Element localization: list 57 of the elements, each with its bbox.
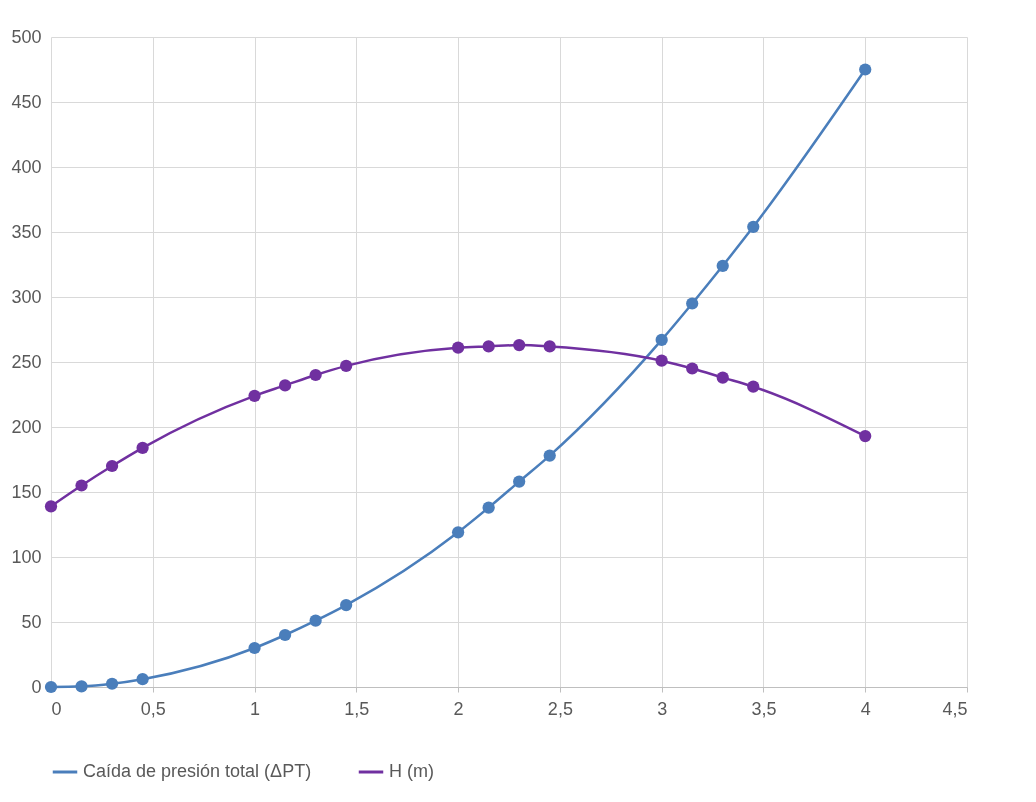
point — [75, 479, 88, 492]
y-tick-label: 300 — [11, 286, 42, 307]
point — [278, 628, 292, 642]
x-tick-label: 1,5 — [344, 698, 370, 719]
point — [136, 441, 149, 454]
point — [340, 598, 353, 612]
y-tick-label: 100 — [11, 546, 42, 567]
y-tick-label: 400 — [11, 156, 42, 177]
point — [482, 340, 495, 353]
point — [686, 362, 699, 375]
point — [859, 429, 872, 443]
point — [716, 259, 729, 272]
point — [513, 338, 526, 352]
point — [451, 341, 465, 354]
point — [248, 641, 261, 655]
point — [747, 220, 760, 233]
point — [309, 368, 322, 382]
y-tick-label: 500 — [11, 26, 42, 47]
point — [859, 63, 872, 76]
legend-label: Caída de presión total (ΔPT) — [83, 761, 312, 781]
point — [136, 673, 149, 686]
point — [747, 380, 760, 393]
point — [44, 680, 58, 694]
x-tick-label: 1 — [250, 698, 261, 719]
point — [716, 371, 729, 384]
x-tick-label: 0 — [51, 698, 62, 719]
legend-label: H (m) — [389, 761, 434, 781]
point — [543, 449, 556, 462]
x-tick-label: 2 — [453, 698, 464, 719]
x-tick-label: 4,5 — [942, 698, 968, 719]
x-tick-label: 2,5 — [547, 698, 573, 719]
point — [686, 297, 699, 310]
point — [278, 379, 292, 392]
y-tick-label: 0 — [31, 676, 42, 697]
point — [340, 359, 353, 373]
point — [655, 354, 668, 367]
point — [309, 614, 322, 627]
point — [75, 680, 88, 693]
point — [655, 333, 668, 347]
point — [543, 340, 556, 353]
x-tick-label: 0,5 — [140, 698, 166, 719]
point — [451, 526, 465, 539]
x-tick-label: 3,5 — [751, 698, 777, 719]
point — [105, 459, 119, 473]
point — [105, 677, 119, 690]
y-tick-label: 150 — [11, 481, 42, 502]
point — [513, 475, 526, 488]
point — [482, 501, 495, 514]
y-tick-label: 450 — [11, 91, 42, 112]
point — [44, 500, 58, 513]
x-tick-label: 4 — [860, 698, 871, 719]
y-tick-label: 350 — [11, 221, 42, 242]
x-tick-label: 3 — [657, 698, 668, 719]
y-tick-label: 200 — [11, 416, 42, 437]
y-tick-label: 50 — [21, 611, 42, 632]
y-tick-label: 250 — [11, 351, 42, 372]
point — [248, 389, 261, 402]
